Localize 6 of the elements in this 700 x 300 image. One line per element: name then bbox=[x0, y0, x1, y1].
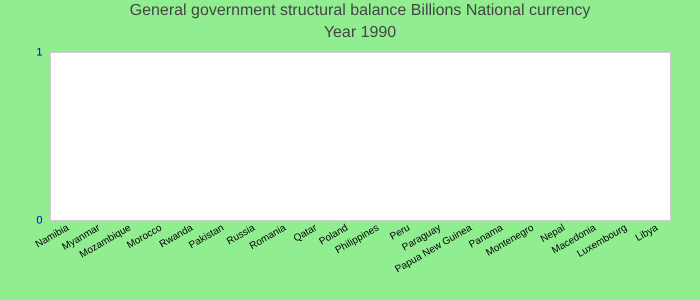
chart-subtitle: Year 1990 bbox=[324, 24, 396, 41]
x-tick-label: Libya bbox=[634, 222, 660, 244]
chart-title: General government structural balance Billions National currency bbox=[130, 2, 590, 19]
x-tick-label: Qatar bbox=[292, 222, 320, 245]
y-tick-label: 0 bbox=[36, 214, 42, 226]
y-tick-label: 1 bbox=[36, 46, 42, 58]
